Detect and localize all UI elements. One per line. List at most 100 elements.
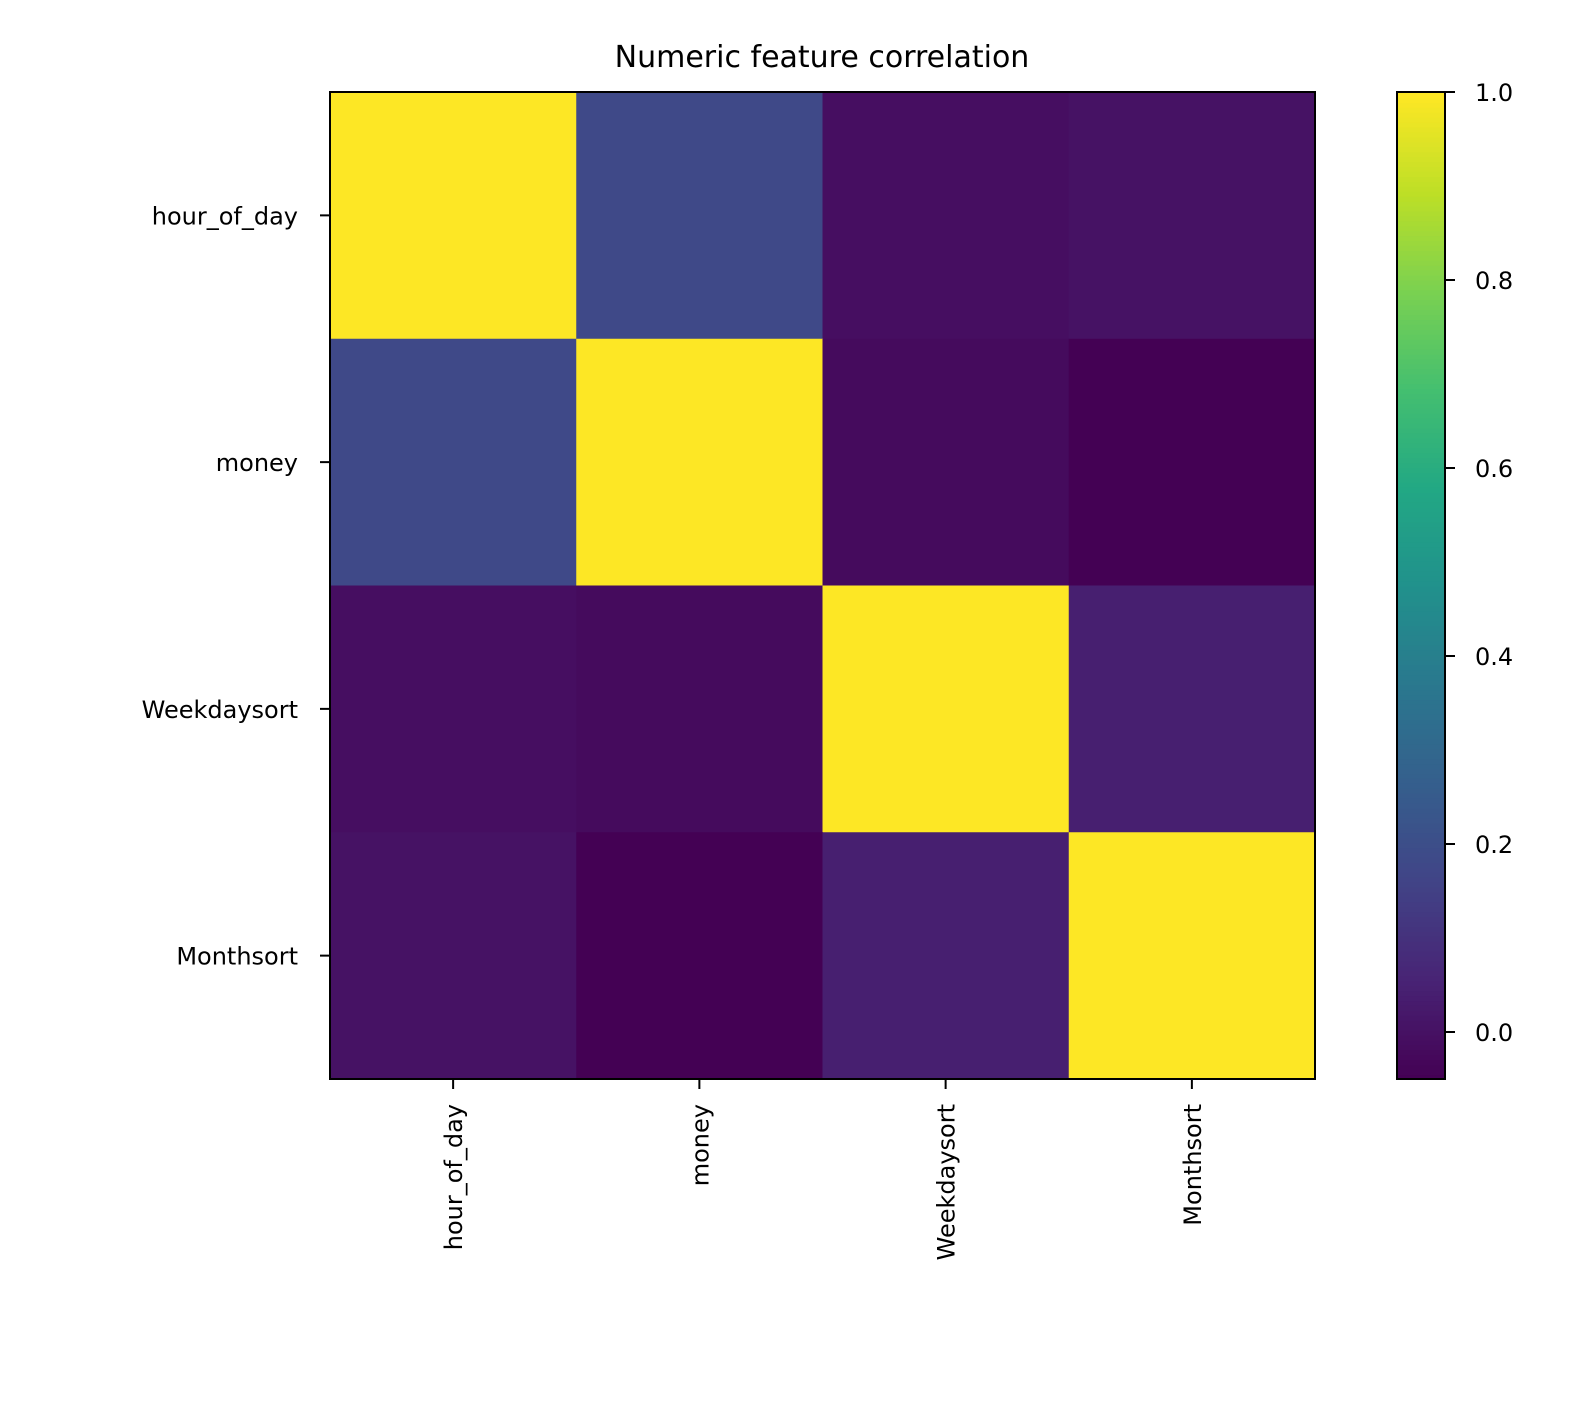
colorbar-strip	[1397, 812, 1445, 819]
colorbar-strip	[1397, 220, 1445, 227]
colorbar-strip	[1397, 521, 1445, 528]
colorbar-strip	[1397, 259, 1445, 266]
colorbar-strip	[1397, 526, 1445, 533]
colorbar: 0.0 0.2 0.4 0.6 0.8 1.0	[1396, 79, 1513, 1080]
colorbar-strip	[1397, 570, 1445, 577]
colorbar-strip	[1397, 1024, 1445, 1031]
colorbar-strip	[1397, 768, 1445, 775]
colorbar-strip	[1397, 935, 1445, 942]
colorbar-strip	[1397, 664, 1445, 671]
colorbar-strip	[1397, 866, 1445, 873]
heatmap-cell	[330, 585, 577, 833]
heatmap-cell	[1068, 832, 1316, 1080]
colorbar-strip	[1397, 575, 1445, 582]
colorbar-strip	[1397, 432, 1445, 439]
colorbar-strip	[1397, 600, 1445, 607]
heatmap-cell	[576, 92, 824, 340]
colorbar-strip	[1397, 205, 1445, 212]
colorbar-strip	[1397, 319, 1445, 325]
colorbar-strip	[1397, 629, 1445, 636]
colorbar-strip	[1397, 452, 1445, 459]
colorbar-strip	[1397, 511, 1445, 518]
colorbar-strip	[1397, 388, 1445, 395]
heatmap-cell	[822, 832, 1070, 1080]
heatmap-cell	[822, 585, 1070, 833]
colorbar-strip	[1397, 501, 1445, 508]
colorbar-strip	[1397, 891, 1445, 898]
heatmap-cell	[330, 92, 577, 340]
colorbar-strip	[1397, 689, 1445, 696]
colorbar-tick-label: 1.0	[1475, 79, 1513, 107]
colorbar-strip	[1397, 101, 1445, 108]
y-tick-label: hour_of_day	[152, 202, 298, 230]
colorbar-strip	[1397, 615, 1445, 622]
heatmap-cells	[330, 92, 1316, 1080]
colorbar-tick-label: 0.2	[1475, 831, 1513, 859]
colorbar-strip	[1397, 417, 1445, 424]
colorbar-strip	[1397, 1019, 1445, 1026]
colorbar-strip	[1397, 758, 1445, 765]
colorbar-strip	[1397, 437, 1445, 444]
colorbar-strip	[1397, 713, 1445, 720]
colorbar-strip	[1397, 235, 1445, 242]
colorbar-strip	[1397, 240, 1445, 246]
colorbar-strip	[1397, 338, 1445, 345]
colorbar-strip	[1397, 106, 1445, 113]
colorbar-strip	[1397, 733, 1445, 740]
colorbar-strip	[1397, 536, 1445, 543]
colorbar-strip	[1397, 1069, 1445, 1076]
colorbar-strip	[1397, 674, 1445, 681]
colorbar-strip	[1397, 708, 1445, 715]
colorbar-strip	[1397, 634, 1445, 641]
colorbar-strip	[1397, 471, 1445, 478]
colorbar-strip	[1397, 170, 1445, 177]
colorbar-strip	[1397, 299, 1445, 306]
colorbar-strip	[1397, 1000, 1445, 1006]
colorbar-strip	[1397, 368, 1445, 375]
colorbar-strip	[1397, 995, 1445, 1002]
colorbar-strip	[1397, 906, 1445, 913]
colorbar-strip	[1397, 358, 1445, 365]
y-tick-label: money	[216, 449, 298, 477]
colorbar-strip	[1397, 955, 1445, 962]
plot-frame	[329, 91, 1316, 1080]
colorbar-strip	[1397, 807, 1445, 814]
colorbar-strip	[1397, 817, 1445, 824]
colorbar-strip	[1397, 773, 1445, 779]
colorbar-strip	[1397, 304, 1445, 311]
colorbar-strip	[1397, 703, 1445, 710]
colorbar-strip	[1397, 620, 1445, 626]
colorbar-strip	[1397, 624, 1445, 631]
colorbar-strip	[1397, 269, 1445, 276]
colorbar-strip	[1397, 166, 1445, 172]
colorbar-strip	[1397, 980, 1445, 987]
colorbar-strip	[1397, 644, 1445, 651]
colorbar-strip	[1397, 175, 1445, 182]
colorbar-strip	[1397, 654, 1445, 661]
colorbar-strip	[1397, 837, 1445, 844]
heatmap-cell	[576, 832, 824, 1080]
colorbar-strip	[1397, 743, 1445, 750]
colorbar-strip	[1397, 797, 1445, 804]
colorbar-strip	[1397, 486, 1445, 493]
colorbar-strip	[1397, 782, 1445, 789]
colorbar-strip	[1397, 639, 1445, 646]
colorbar-strip	[1397, 881, 1445, 888]
colorbar-strip	[1397, 151, 1445, 158]
colorbar-strip	[1397, 748, 1445, 755]
colorbar-strip	[1397, 506, 1445, 513]
colorbar-strip	[1397, 886, 1445, 893]
colorbar-strip	[1397, 215, 1445, 222]
colorbar-strip	[1397, 516, 1445, 523]
heatmap-cell	[330, 832, 577, 1080]
colorbar-strip	[1397, 185, 1445, 192]
colorbar-strip	[1397, 871, 1445, 878]
colorbar-strip	[1397, 1029, 1445, 1036]
colorbar-strip	[1397, 896, 1445, 903]
heatmap-cell	[1068, 338, 1316, 587]
colorbar-strip	[1397, 876, 1445, 883]
colorbar-strip	[1397, 605, 1445, 612]
colorbar-strip	[1397, 679, 1445, 686]
colorbar-strip	[1397, 1054, 1445, 1061]
colorbar-strip	[1397, 684, 1445, 691]
